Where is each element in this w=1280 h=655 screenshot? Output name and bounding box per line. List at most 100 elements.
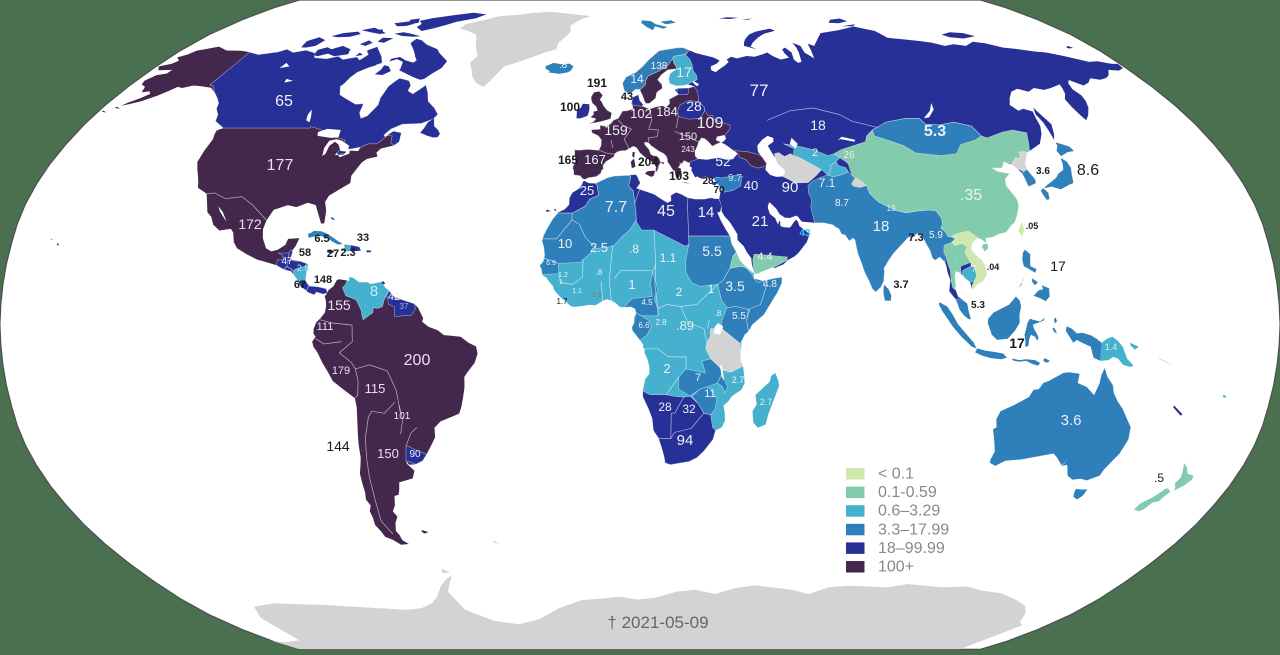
svg-text:1: 1 xyxy=(628,277,635,292)
svg-text:1.1: 1.1 xyxy=(572,288,582,295)
svg-text:2.7: 2.7 xyxy=(760,397,773,407)
svg-text:90: 90 xyxy=(409,449,421,460)
svg-text:3.7: 3.7 xyxy=(893,279,908,291)
svg-text:13: 13 xyxy=(887,204,896,213)
svg-text:.05: .05 xyxy=(1026,221,1039,231)
svg-text:243: 243 xyxy=(681,145,695,154)
svg-text:2.7: 2.7 xyxy=(732,375,745,385)
svg-text:144: 144 xyxy=(326,438,350,454)
svg-text:100: 100 xyxy=(560,100,580,114)
svg-text:< 0.1: < 0.1 xyxy=(878,466,914,483)
svg-text:28: 28 xyxy=(686,98,702,114)
svg-text:165: 165 xyxy=(558,153,578,167)
svg-text:† 2021-05-09: † 2021-05-09 xyxy=(607,613,708,632)
svg-text:.8: .8 xyxy=(629,242,639,256)
svg-text:3.6: 3.6 xyxy=(1061,412,1082,429)
svg-text:.89: .89 xyxy=(676,318,694,333)
svg-text:2.8: 2.8 xyxy=(297,263,310,273)
svg-text:1.7: 1.7 xyxy=(556,297,568,306)
svg-text:17: 17 xyxy=(1050,258,1066,274)
svg-text:26: 26 xyxy=(843,150,855,161)
svg-text:.8: .8 xyxy=(559,60,568,71)
svg-text:33: 33 xyxy=(357,232,369,244)
svg-text:184: 184 xyxy=(656,104,678,119)
svg-text:18: 18 xyxy=(873,218,890,235)
svg-text:200: 200 xyxy=(404,352,431,369)
svg-text:102: 102 xyxy=(630,106,652,121)
svg-text:8.6: 8.6 xyxy=(1077,162,1099,179)
svg-text:150: 150 xyxy=(377,446,399,461)
svg-text:1.2: 1.2 xyxy=(558,272,568,279)
svg-text:159: 159 xyxy=(604,122,628,138)
svg-text:1.4: 1.4 xyxy=(1105,342,1118,352)
svg-text:111: 111 xyxy=(317,321,334,333)
svg-text:43: 43 xyxy=(799,228,811,239)
svg-text:.35: .35 xyxy=(960,187,982,204)
svg-text:43: 43 xyxy=(621,91,633,103)
svg-text:77: 77 xyxy=(750,81,769,100)
svg-text:25: 25 xyxy=(580,183,594,198)
svg-text:101: 101 xyxy=(394,411,411,422)
svg-text:94: 94 xyxy=(677,432,694,449)
svg-text:2.3: 2.3 xyxy=(340,247,355,259)
svg-text:1.1: 1.1 xyxy=(660,251,677,265)
svg-text:47: 47 xyxy=(281,256,293,267)
svg-text:167: 167 xyxy=(584,152,606,167)
svg-text:2.8: 2.8 xyxy=(655,318,667,327)
svg-text:7: 7 xyxy=(695,372,701,384)
svg-text:191: 191 xyxy=(587,76,607,90)
svg-text:27: 27 xyxy=(327,248,339,260)
svg-text:148: 148 xyxy=(314,274,332,286)
svg-text:4.8: 4.8 xyxy=(763,279,777,290)
svg-text:8.7: 8.7 xyxy=(835,198,849,209)
svg-text:52: 52 xyxy=(715,153,731,169)
svg-text:7.3: 7.3 xyxy=(908,232,923,244)
svg-text:109: 109 xyxy=(697,115,724,132)
svg-text:21: 21 xyxy=(752,213,769,230)
svg-text:.6: .6 xyxy=(951,255,959,265)
svg-text:172: 172 xyxy=(238,216,262,232)
svg-text:100+: 100+ xyxy=(878,559,914,576)
svg-text:10: 10 xyxy=(558,236,572,251)
svg-text:3.3–17.99: 3.3–17.99 xyxy=(878,521,949,538)
svg-text:42: 42 xyxy=(388,291,400,303)
svg-text:2: 2 xyxy=(676,285,683,299)
svg-text:5.9: 5.9 xyxy=(929,230,943,241)
svg-text:179: 179 xyxy=(332,365,350,377)
svg-text:11: 11 xyxy=(704,388,715,400)
svg-text:.5: .5 xyxy=(1154,471,1164,485)
svg-text:204: 204 xyxy=(638,155,658,169)
svg-text:103: 103 xyxy=(669,169,689,183)
svg-text:138: 138 xyxy=(651,61,668,72)
svg-text:1: 1 xyxy=(559,279,563,286)
svg-text:5.5: 5.5 xyxy=(702,243,722,259)
svg-text:3.6: 3.6 xyxy=(1036,166,1050,177)
svg-text:4.5: 4.5 xyxy=(641,298,653,307)
svg-text:9.7: 9.7 xyxy=(728,173,742,184)
svg-text:7.7: 7.7 xyxy=(605,199,627,216)
svg-text:8: 8 xyxy=(370,283,378,300)
svg-text:65: 65 xyxy=(275,93,293,110)
svg-text:6.6: 6.6 xyxy=(638,321,650,330)
svg-text:2: 2 xyxy=(663,361,670,376)
svg-text:0.1-0.59: 0.1-0.59 xyxy=(878,484,937,501)
svg-text:45: 45 xyxy=(657,203,675,220)
svg-text:.04: .04 xyxy=(987,262,1000,272)
svg-text:.8: .8 xyxy=(715,309,722,318)
svg-text:17: 17 xyxy=(676,64,692,80)
svg-text:5.5: 5.5 xyxy=(732,311,746,322)
svg-text:70: 70 xyxy=(713,185,725,196)
svg-text:1: 1 xyxy=(708,282,715,296)
svg-text:14: 14 xyxy=(698,204,715,221)
svg-text:6.9: 6.9 xyxy=(546,260,556,267)
svg-text:150: 150 xyxy=(679,131,697,143)
svg-text:5.3: 5.3 xyxy=(971,300,985,311)
svg-text:28: 28 xyxy=(702,176,714,187)
svg-text:155: 155 xyxy=(327,297,351,313)
svg-text:3.5: 3.5 xyxy=(725,278,745,294)
svg-text:18–99.99: 18–99.99 xyxy=(878,540,945,557)
svg-text:90: 90 xyxy=(782,179,799,196)
svg-text:40: 40 xyxy=(744,178,758,193)
svg-text:2: 2 xyxy=(812,147,818,159)
svg-text:7: 7 xyxy=(971,264,976,274)
